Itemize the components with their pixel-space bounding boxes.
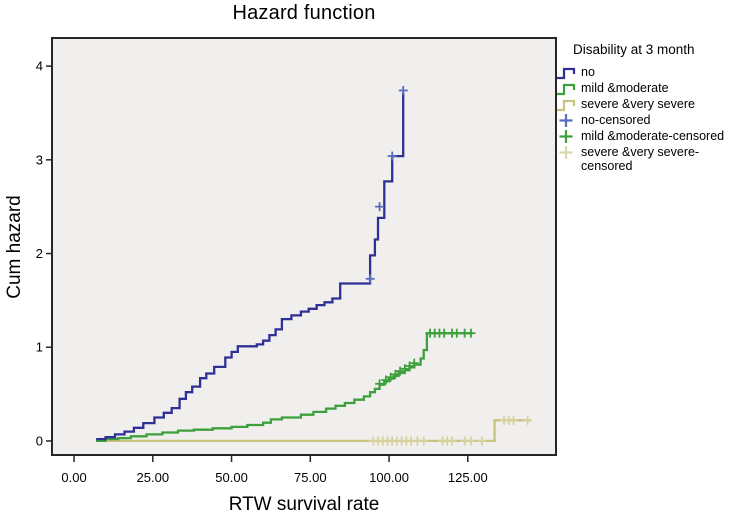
censored-mark-mild-moderate [439,328,449,338]
censored-mark-no [375,202,385,212]
legend-item: severe &very severe-censored [557,145,736,174]
plus-icon [559,146,573,159]
y-tick-label: 4 [36,59,43,74]
censored-mark-severe-very-severe [477,436,487,446]
legend-item: mild &moderate [557,81,736,96]
censored-mark-severe-very-severe [447,436,457,446]
x-axis-title: RTW survival rate [228,494,380,515]
censored-mark-severe-very-severe [508,415,518,425]
censored-mark-mild-moderate [390,369,400,379]
x-tick-label: 0.00 [61,470,86,485]
censored-mark-severe-very-severe [523,415,533,425]
legend-title: Disability at 3 month [573,42,695,57]
legend-item: severe &very severe [557,97,736,112]
censored-mark-mild-moderate [409,358,419,368]
plot-area [51,37,557,456]
y-tick-label: 2 [36,246,43,261]
legend-item-label: no [581,65,595,79]
x-tick-label: 25.00 [137,470,170,485]
x-tick-label: 125.00 [448,470,488,485]
censored-mark-severe-very-severe [466,436,476,446]
legend-item-label: severe &very severe-censored [581,145,700,173]
legend-items: no mild &moderate severe &very severe no-ce… [557,65,736,174]
step-line-icon [557,83,576,96]
censored-mark-mild-moderate [452,328,462,338]
censored-mark-mild-moderate [386,372,396,382]
step-line-icon [557,67,576,80]
legend-item-label: mild &moderate-censored [581,129,725,143]
censored-mark-mild-moderate [395,366,405,376]
y-tick-label: 1 [36,340,43,355]
x-tick-label: 100.00 [369,470,409,485]
x-tick-label: 75.00 [294,470,327,485]
plus-icon [559,114,573,127]
plus-icon [559,130,573,143]
censored-mark-no [398,85,408,95]
censored-mark-no [387,151,397,161]
censored-mark-mild-moderate [375,379,385,389]
legend-item-label: severe &very severe [581,97,695,111]
step-line-icon [557,99,576,112]
legend-item-label: mild &moderate [581,81,669,95]
y-tick-label: 0 [36,433,43,448]
censored-mark-mild-moderate [466,328,476,338]
censored-mark-severe-very-severe [419,436,429,446]
legend-item: mild &moderate-censored [557,129,736,144]
censored-mark-mild-moderate [405,361,415,371]
legend-item: no-censored [557,113,736,128]
censored-mark-mild-moderate [381,375,391,385]
chart-title: Hazard function [232,2,376,24]
legend-item-label: no-censored [581,113,651,127]
y-tick-label: 3 [36,152,43,167]
x-tick-label: 50.00 [215,470,248,485]
legend-item: no [557,65,736,80]
legend: Disability at 3 month no mild &moderate se… [557,42,736,175]
series-line-no [96,92,405,441]
censored-mark-no [365,274,375,284]
censored-mark-mild-moderate [400,364,410,374]
